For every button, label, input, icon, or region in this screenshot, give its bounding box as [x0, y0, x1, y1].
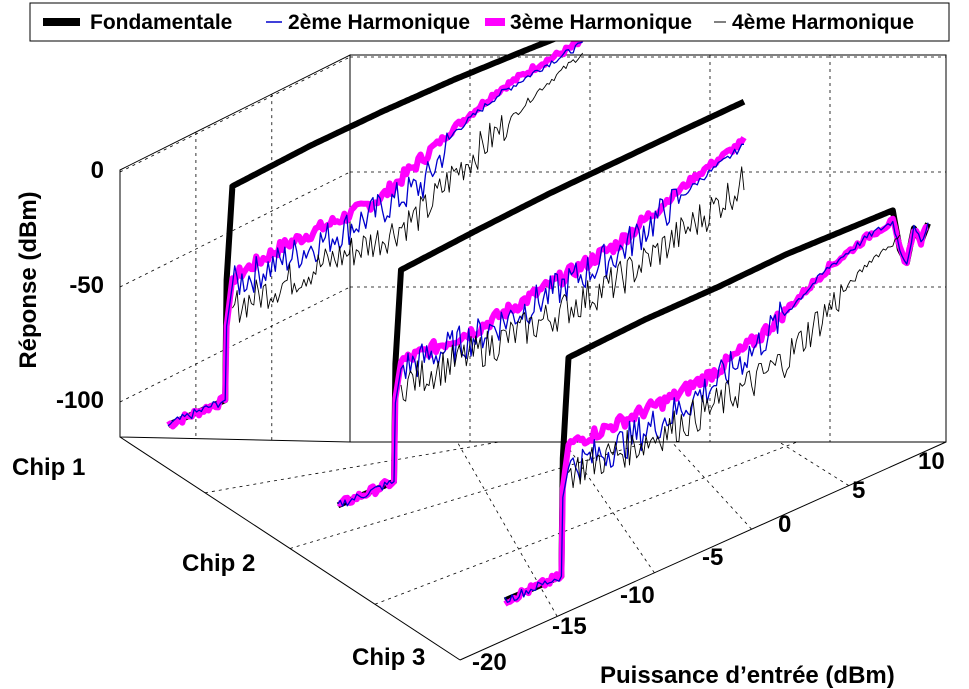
traces [166, 24, 931, 607]
legend-label: 2ème Harmonique [288, 11, 470, 34]
y-tick-label: -100 [56, 387, 104, 414]
x-tick-label: 10 [918, 448, 945, 475]
series-line-chip-2-4 [400, 166, 745, 402]
grid [119, 55, 946, 617]
z-tick-label: Chip 1 [12, 454, 85, 481]
grid-line [119, 56, 351, 173]
series-line-chip-2-3 [337, 143, 744, 507]
x-tick-label: -5 [702, 544, 723, 571]
grid-line [289, 441, 649, 549]
grid-line [119, 171, 351, 288]
series-line-chip-2-1 [336, 98, 746, 509]
series-line-chip-3-1 [503, 207, 931, 604]
grid-line [778, 441, 850, 486]
legend-label: 3ème Harmonique [510, 11, 692, 34]
y-tick-labels: 0 -50 -100 [56, 157, 104, 414]
z-tick-labels: Chip 1 Chip 2 Chip 3 [12, 454, 425, 671]
z-tick-label: Chip 3 [352, 644, 425, 671]
y-tick-label: 0 [91, 157, 104, 184]
grid-line [456, 441, 558, 617]
legend: Fondamentale 2ème Harmonique 3ème Harmon… [29, 2, 950, 42]
legend-label: Fondamentale [90, 11, 232, 34]
y-axis-label: Réponse (dBm) [15, 191, 42, 368]
x-axis-label: Puissance d’entrée (dBm) [600, 662, 895, 689]
grid-line [374, 441, 798, 605]
x-tick-label: 5 [852, 477, 865, 504]
x-tick-labels: -20 -15 -10 -5 0 5 10 [472, 448, 945, 676]
floor-right-edge [459, 441, 947, 661]
x-tick-label: 0 [778, 511, 791, 538]
legend-label: 4ème Harmonique [732, 11, 914, 34]
grid-line [564, 441, 655, 574]
grid-line [204, 441, 500, 494]
x-tick-label: -20 [472, 649, 507, 676]
x-tick-label: -15 [552, 613, 587, 640]
grid-line [119, 286, 351, 403]
series-line-chip-1-4 [232, 52, 584, 323]
left-wall [119, 54, 351, 443]
y-tick-label: -50 [69, 272, 104, 299]
series-line-chip-1-1 [166, 24, 584, 428]
z-tick-label: Chip 2 [182, 550, 255, 577]
grid-line [671, 441, 752, 530]
series-line-chip-3-3 [504, 220, 929, 603]
series-line-chip-3-4 [568, 234, 901, 489]
series-line-chip-1-3 [167, 41, 583, 427]
series-line-chip-2-2 [337, 136, 747, 507]
x-tick-label: -10 [620, 582, 655, 609]
